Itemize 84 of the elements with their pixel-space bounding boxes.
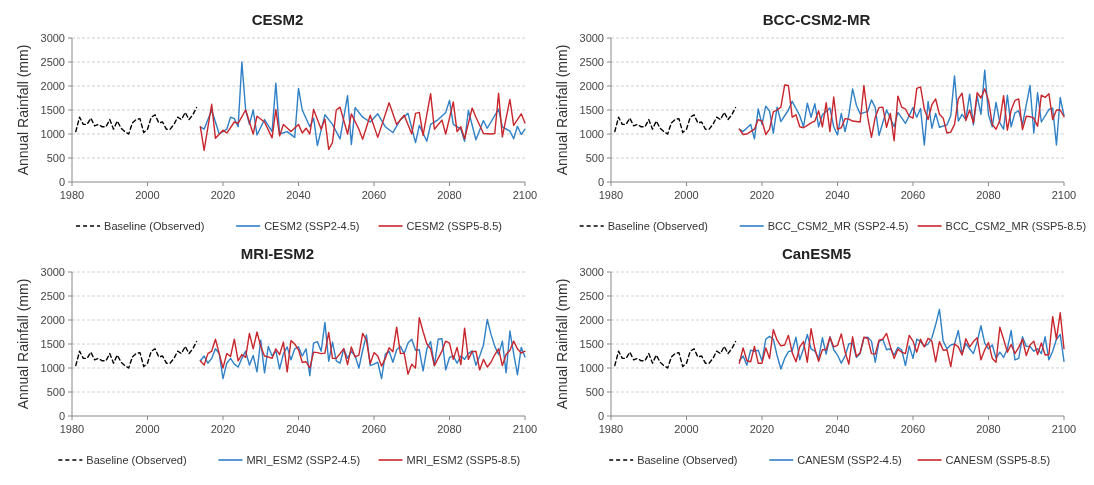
legend-label: MRI_ESM2 (SSP5-8.5) [406,454,521,466]
legend-label: Baseline (Observed) [104,220,205,232]
x-tick-label: 2080 [976,423,1001,435]
x-tick-label: 1980 [598,189,624,201]
y-tick-label: 3000 [40,266,65,278]
y-tick-label: 500 [585,386,604,398]
line-series [614,340,737,369]
y-axis-title: Annual Rainfall (mm) [554,44,570,176]
x-tick-label: 2000 [135,423,160,435]
line-series [75,340,198,369]
line-series [199,61,526,147]
y-tick-label: 2500 [40,290,65,302]
x-tick-label: 2020 [749,423,775,435]
line-series [199,92,526,152]
y-tick-label: 0 [597,176,604,188]
line-series [75,106,198,135]
x-tick-label: 1980 [59,189,85,201]
legend-label: BCC_CSM2_MR (SSP2-4.5) [767,220,909,232]
x-tick-label: 2020 [210,423,236,435]
chart-title: BCC-CSM2-MR [762,11,871,28]
x-tick-label: 2100 [512,423,538,435]
y-tick-label: 500 [46,386,65,398]
line-series [738,84,1065,142]
x-tick-label: 2040 [286,189,311,201]
x-tick-label: 1980 [598,423,624,435]
y-tick-label: 2000 [579,314,604,326]
legend-label: CESM2 (SSP2-4.5) [264,220,360,232]
y-tick-label: 2500 [579,290,604,302]
y-tick-label: 1500 [40,338,65,350]
x-tick-label: 2100 [1051,189,1077,201]
x-tick-label: 2000 [674,423,699,435]
y-tick-label: 2500 [40,56,65,68]
y-tick-label: 1000 [40,128,65,140]
x-tick-label: 2080 [976,189,1001,201]
x-tick-label: 1980 [59,423,85,435]
legend-label: CANESM (SSP2-4.5) [797,454,902,466]
line-series [738,69,1065,146]
chart-title: CanESM5 [781,245,852,262]
legend-label: BCC_CSM2_MR (SSP5-8.5) [945,220,1087,232]
x-tick-label: 2040 [825,423,850,435]
x-tick-label: 2060 [361,423,387,435]
x-tick-label: 2060 [900,189,926,201]
y-tick-label: 1000 [40,362,65,374]
y-axis-title: Annual Rainfall (mm) [15,44,31,176]
x-tick-label: 2040 [286,423,311,435]
legend-label: Baseline (Observed) [607,220,708,232]
y-tick-label: 1500 [579,338,604,350]
y-axis-title: Annual Rainfall (mm) [15,278,31,410]
y-tick-label: 2500 [579,56,604,68]
x-tick-label: 2060 [361,189,387,201]
x-tick-label: 2100 [512,189,538,201]
x-tick-label: 2060 [900,423,926,435]
y-tick-label: 0 [58,176,65,188]
y-tick-label: 2000 [40,80,65,92]
y-tick-label: 1500 [40,104,65,116]
y-tick-label: 500 [585,152,604,164]
y-tick-label: 0 [597,410,604,422]
x-tick-label: 2100 [1051,423,1077,435]
y-tick-label: 0 [58,410,65,422]
legend-label: CANESM (SSP5-8.5) [945,454,1051,466]
x-tick-label: 2020 [749,189,775,201]
x-tick-label: 2000 [135,189,160,201]
y-tick-label: 1000 [579,128,604,140]
legend-label: Baseline (Observed) [637,454,738,466]
legend-label: Baseline (Observed) [86,454,187,466]
x-tick-label: 2000 [674,189,699,201]
y-axis-title: Annual Rainfall (mm) [554,278,570,410]
y-tick-label: 3000 [579,266,604,278]
y-tick-label: 2000 [579,80,604,92]
y-tick-label: 3000 [579,32,604,44]
y-tick-label: 2000 [40,314,65,326]
y-tick-label: 1500 [579,104,604,116]
chart-title: MRI-ESM2 [240,245,315,262]
legend-label: MRI_ESM2 (SSP2-4.5) [246,454,361,466]
chart-title: CESM2 [251,11,304,28]
x-tick-label: 2040 [825,189,850,201]
y-tick-label: 500 [46,152,65,164]
x-tick-label: 2020 [210,189,236,201]
legend-label: CESM2 (SSP5-8.5) [406,220,502,232]
line-series [614,106,737,135]
y-tick-label: 1000 [579,362,604,374]
y-tick-label: 3000 [40,32,65,44]
x-tick-label: 2080 [437,189,462,201]
x-tick-label: 2080 [437,423,462,435]
